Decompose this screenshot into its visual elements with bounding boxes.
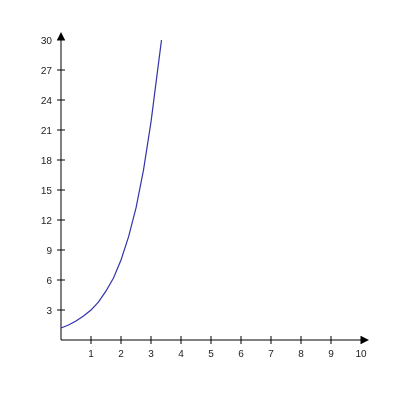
y-tick-label: 15 [41, 186, 53, 197]
axes [57, 32, 369, 344]
x-tick-label: 5 [208, 349, 214, 360]
x-tick-label: 3 [148, 349, 154, 360]
x-tick-label: 2 [118, 349, 124, 360]
x-tick-label: 7 [268, 349, 274, 360]
x-tick-label: 10 [355, 349, 367, 360]
y-tick-label: 27 [41, 66, 53, 77]
x-axis-arrow-icon [361, 336, 369, 344]
y-tick-label: 9 [46, 246, 52, 257]
y-tick-label: 6 [46, 276, 52, 287]
ticks [57, 39, 362, 344]
series-layer [60, 39, 163, 329]
x-tick-label: 8 [298, 349, 304, 360]
x-tick-label: 6 [238, 349, 244, 360]
x-tick-label: 9 [328, 349, 334, 360]
series-line [60, 39, 163, 329]
y-tick-label: 30 [41, 36, 53, 47]
x-tick-label: 1 [88, 349, 94, 360]
y-axis-arrow-icon [57, 32, 65, 40]
y-tick-label: 18 [41, 156, 53, 167]
y-tick-label: 12 [41, 216, 53, 227]
x-tick-label: 4 [178, 349, 184, 360]
y-tick-label: 21 [41, 126, 53, 137]
y-tick-label: 3 [46, 306, 52, 317]
y-tick-label: 24 [41, 96, 53, 107]
